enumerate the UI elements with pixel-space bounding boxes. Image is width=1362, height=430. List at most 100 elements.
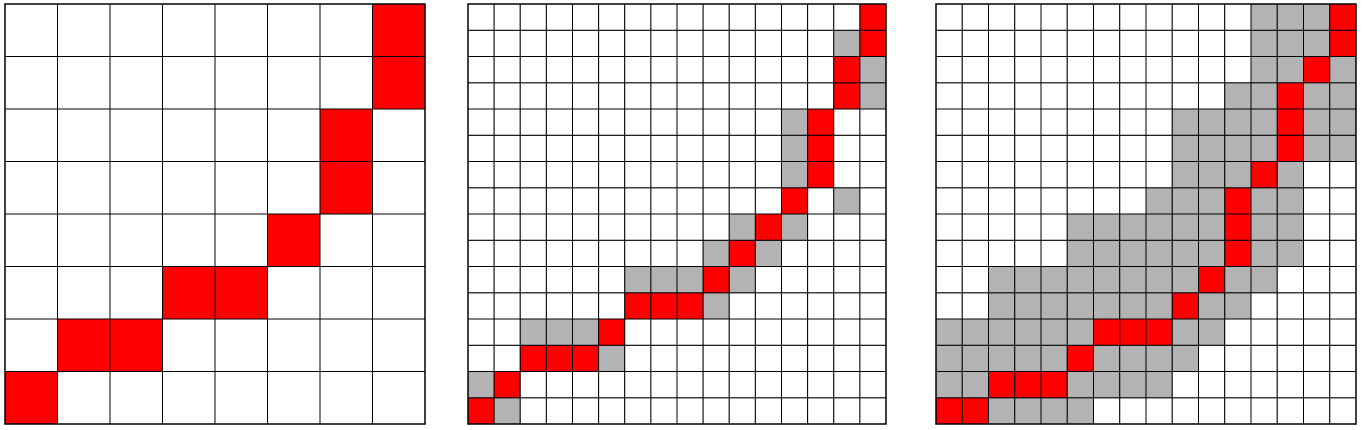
grid-cell: [109, 371, 163, 425]
grid-cell: [467, 187, 495, 215]
window-cell: [1093, 292, 1121, 320]
grid-cell: [319, 213, 373, 267]
grid-cell: [781, 29, 809, 57]
grid-cell: [676, 161, 704, 189]
path-cell: [319, 108, 373, 162]
grid-cell: [754, 3, 783, 31]
grid-cell: [493, 239, 521, 267]
grid-cell: [676, 3, 704, 31]
grid-cell: [57, 3, 111, 57]
grid-cell: [988, 239, 1016, 267]
window-cell: [1198, 187, 1226, 215]
grid-cell: [961, 266, 989, 294]
window-cell: [493, 397, 521, 425]
grid-cell: [493, 134, 521, 162]
window-cell: [1303, 82, 1331, 110]
path-cell: [1224, 213, 1252, 241]
path-cell: [162, 266, 216, 320]
grid-cell: [109, 266, 163, 320]
grid-cell: [728, 161, 756, 189]
path-cell: [1198, 266, 1226, 294]
grid-cell: [1014, 29, 1042, 57]
window-cell: [1040, 266, 1068, 294]
grid-cell: [1014, 187, 1042, 215]
window-cell: [1040, 318, 1068, 346]
grid-cell: [859, 239, 887, 267]
grid-cell: [1276, 318, 1304, 346]
grid-cell: [935, 239, 963, 267]
grid-cell: [650, 161, 678, 189]
grid-cell: [4, 161, 58, 215]
window-cell: [1250, 56, 1278, 84]
path-cell: [572, 344, 600, 372]
grid-cell: [650, 213, 678, 241]
grid-cell: [1066, 56, 1094, 84]
grid-cell: [1198, 371, 1226, 399]
grid-cell: [1224, 371, 1252, 399]
window-cell: [1250, 29, 1278, 57]
grid-cell: [859, 371, 887, 399]
window-cell: [988, 292, 1016, 320]
grid-cell: [624, 56, 652, 84]
window-cell: [935, 371, 963, 399]
window-cell: [1224, 134, 1252, 162]
window-cell: [1119, 344, 1147, 372]
window-cell: [1171, 213, 1199, 241]
grid-cell: [467, 82, 495, 110]
grid-cell: [1014, 56, 1042, 84]
grid-cell: [833, 318, 861, 346]
grid-cell: [1198, 82, 1226, 110]
grid-cell: [493, 266, 521, 294]
grid-cell: [859, 318, 887, 346]
window-cell: [1198, 213, 1226, 241]
path-cell: [372, 3, 426, 57]
grid-cell: [1276, 292, 1304, 320]
grid-cell: [467, 266, 495, 294]
window-cell: [1171, 161, 1199, 189]
grid-cell: [781, 266, 809, 294]
grid-cell: [1250, 318, 1278, 346]
grid-cell: [57, 213, 111, 267]
grid-cell: [1119, 134, 1147, 162]
window-cell: [624, 266, 652, 294]
grid-cell: [988, 3, 1016, 31]
grid-cell: [598, 239, 626, 267]
grid-cell: [162, 371, 216, 425]
window-cell: [598, 344, 626, 372]
grid-cell: [572, 56, 600, 84]
grid-cell: [702, 108, 730, 136]
grid-cell: [859, 266, 887, 294]
grid-cell: [1093, 134, 1121, 162]
grid-cell: [545, 213, 574, 241]
grid-cell: [545, 266, 574, 294]
grid-cell: [267, 3, 321, 57]
grid-cell: [728, 108, 756, 136]
grid-cell: [1093, 108, 1121, 136]
grid-cell: [1224, 3, 1252, 31]
grid-cell: [598, 266, 626, 294]
grid-cell: [988, 134, 1016, 162]
grid-cell: [807, 318, 835, 346]
path-cell: [319, 161, 373, 215]
grid-cell: [676, 239, 704, 267]
window-cell: [1171, 134, 1199, 162]
grid-cell: [162, 213, 216, 267]
grid-cell: [702, 397, 730, 425]
grid-cell: [1329, 397, 1357, 425]
grid-cell: [935, 187, 963, 215]
grid-cell: [545, 187, 574, 215]
window-cell: [1014, 292, 1042, 320]
grid-cell: [214, 3, 268, 57]
grid-cell: [493, 29, 521, 57]
matrix-border: [4, 3, 426, 425]
grid-cell: [519, 371, 547, 399]
grid-cell: [728, 292, 756, 320]
grid-cell: [859, 292, 887, 320]
grid-cell: [728, 397, 756, 425]
grid-cell: [1014, 213, 1042, 241]
grid-cell: [624, 161, 652, 189]
grid-cell: [961, 82, 989, 110]
grid-cell: [702, 82, 730, 110]
grid-cell: [1093, 397, 1121, 425]
grid-cell: [935, 29, 963, 57]
